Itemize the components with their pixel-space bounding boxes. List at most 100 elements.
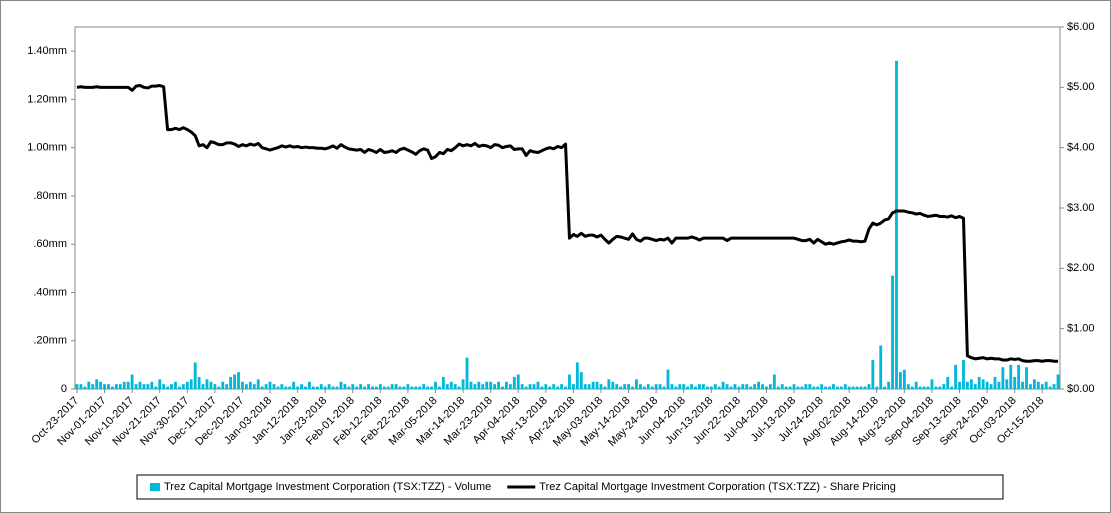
volume-bar [181,384,185,389]
volume-bar [126,381,130,389]
y-tick-label: .40mm [33,286,67,298]
volume-bar [666,369,670,389]
volume-bar [942,384,946,389]
volume-bar [662,386,666,389]
volume-bar [410,386,414,389]
volume-bar [308,381,311,389]
volume-bar [406,384,410,389]
volume-bar [438,386,441,389]
volume-bar [721,381,725,389]
volume-bar [343,384,347,389]
volume-bar [646,384,650,389]
y-tick-label: .20mm [33,335,67,347]
volume-bar [926,386,930,389]
volume-bar [233,374,236,389]
volume-bar [851,386,855,389]
volume-bar [839,386,843,389]
volume-bar [780,384,784,389]
volume-bar [114,384,118,389]
volume-bar [973,384,977,389]
volume-bar [268,381,272,389]
volume-bar [229,376,233,389]
volume-bar [816,386,820,389]
volume-bar [847,386,851,389]
volume-bar [398,386,402,389]
volume-bar [288,386,292,389]
volume-bar [757,381,761,389]
volume-bar [575,362,579,389]
y2-tick-label: $6.00 [1067,21,1095,33]
volume-bar [111,386,114,389]
volume-bar [615,384,619,389]
volume-bar [217,386,221,389]
volume-bar [371,386,374,389]
volume-bar [887,381,891,389]
volume-bar [264,384,268,389]
volume-bar [741,384,745,389]
volume-bar [418,386,422,389]
price-line [76,84,1059,363]
volume-bar [962,360,965,389]
volume-bar [213,384,217,389]
volume-bar [800,386,804,389]
volume-bar [260,386,264,389]
volume-bar [154,386,158,389]
volume-bar [820,384,824,389]
volume-bar [544,384,548,389]
volume-bar [638,384,642,389]
legend-label: Trez Capital Mortgage Investment Corpora… [539,481,896,493]
volume-bar [150,381,154,389]
volume-bar [477,381,481,389]
volume-bar [603,386,607,389]
volume-bar [875,386,879,389]
volume-bar [146,384,150,389]
volume-bar [497,381,500,389]
volume-bar [489,381,493,389]
volume-bar [355,386,359,389]
volume-bar [225,384,229,389]
volume-bar [784,386,788,389]
volume-bar [642,386,646,389]
volume-bar [402,386,406,389]
volume-bar [1013,376,1017,389]
volume-bar [1044,381,1048,389]
y-tick-label: .60mm [33,238,67,250]
volume-bar [883,386,887,389]
volume-bar [323,386,327,389]
volume-bar [902,369,906,389]
volume-bar [414,386,418,389]
volume-bar [922,386,926,389]
volume-bar [946,376,950,389]
volume-bar [682,384,686,389]
volume-bar [248,381,252,389]
volume-bar [969,379,973,389]
volume-bar [556,386,560,389]
volume-bar [985,381,989,389]
volume-bar [516,374,520,389]
volume-bar [828,386,831,389]
volume-bar [674,386,678,389]
volume-bar [252,384,256,389]
volume-bar [138,381,142,389]
volume-bar [536,381,540,389]
volume-bar [804,384,808,389]
volume-bar [532,384,536,389]
volume-bar [776,386,780,389]
volume-bar [694,386,697,389]
y-tick-label: 1.40mm [27,45,67,57]
volume-bar [292,381,296,389]
volume-bar [524,386,528,389]
volume-bar [469,381,473,389]
volume-bar [75,384,79,389]
volume-bar [296,386,300,389]
volume-bar [796,386,800,389]
volume-bar [690,384,694,389]
volume-bar [221,381,225,389]
volume-bar [209,381,213,389]
volume-bar [453,384,457,389]
volume-bar [958,381,961,389]
volume-bar [906,384,910,389]
volume-bar [650,386,654,389]
volume-bar [158,379,162,389]
volume-bar [678,384,682,389]
